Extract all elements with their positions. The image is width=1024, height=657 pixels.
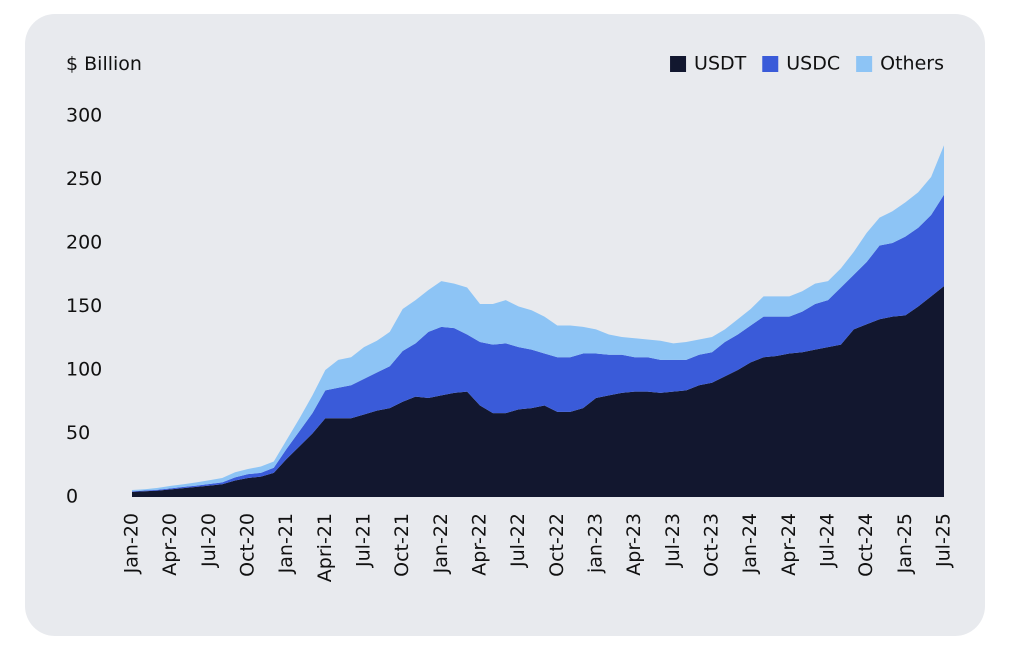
x-tick-label: Jul-21 — [353, 513, 375, 568]
legend-swatch — [762, 56, 779, 72]
x-tick-label: Jan-25 — [894, 513, 916, 574]
x-tick-label: Jul-23 — [662, 513, 684, 568]
x-tick-label: Jul-24 — [817, 513, 839, 568]
area — [132, 194, 944, 492]
x-tick-label: Jan-20 — [121, 513, 143, 574]
y-tick-label: 150 — [66, 295, 102, 317]
x-tick-label: Jan-24 — [739, 513, 761, 574]
area — [132, 145, 944, 492]
y-tick-label: 100 — [66, 359, 102, 381]
x-tick-label: Jul-22 — [507, 513, 529, 568]
x-tick-label: Jul-20 — [198, 513, 220, 568]
y-tick-label: 0 — [66, 486, 78, 508]
legend-label: Others — [880, 53, 944, 75]
legend-label: USDT — [694, 53, 747, 75]
x-tick-label: Apr-24 — [778, 513, 800, 576]
y-tick-label: 250 — [66, 168, 102, 190]
area — [132, 286, 944, 497]
x-tick-label: Apr-22 — [469, 513, 491, 576]
y-tick-label: 50 — [66, 422, 90, 444]
x-tick-label: Oct-23 — [701, 513, 723, 577]
x-tick-label: Oct-24 — [855, 513, 877, 577]
legend-label: USDC — [786, 53, 840, 75]
y-axis-label: $ Billion — [66, 53, 142, 75]
y-tick-label: 200 — [66, 232, 102, 254]
legend-swatch — [670, 56, 687, 72]
x-tick-label: Jan-22 — [430, 513, 452, 574]
y-tick-label: 300 — [66, 105, 102, 127]
x-tick-label: Apri-21 — [314, 513, 336, 582]
x-tick-label: jan-23 — [585, 513, 607, 574]
x-tick-label: Oct-21 — [391, 513, 413, 577]
x-tick-label: Oct-20 — [237, 513, 259, 577]
x-tick-label: Oct-22 — [546, 513, 568, 577]
x-tick-label: Jul-25 — [933, 513, 955, 568]
x-tick-label: Jan-21 — [275, 513, 297, 574]
legend-swatch — [856, 56, 873, 72]
x-tick-label: Apr-20 — [159, 513, 181, 576]
x-tick-label: Apr-23 — [623, 513, 645, 576]
